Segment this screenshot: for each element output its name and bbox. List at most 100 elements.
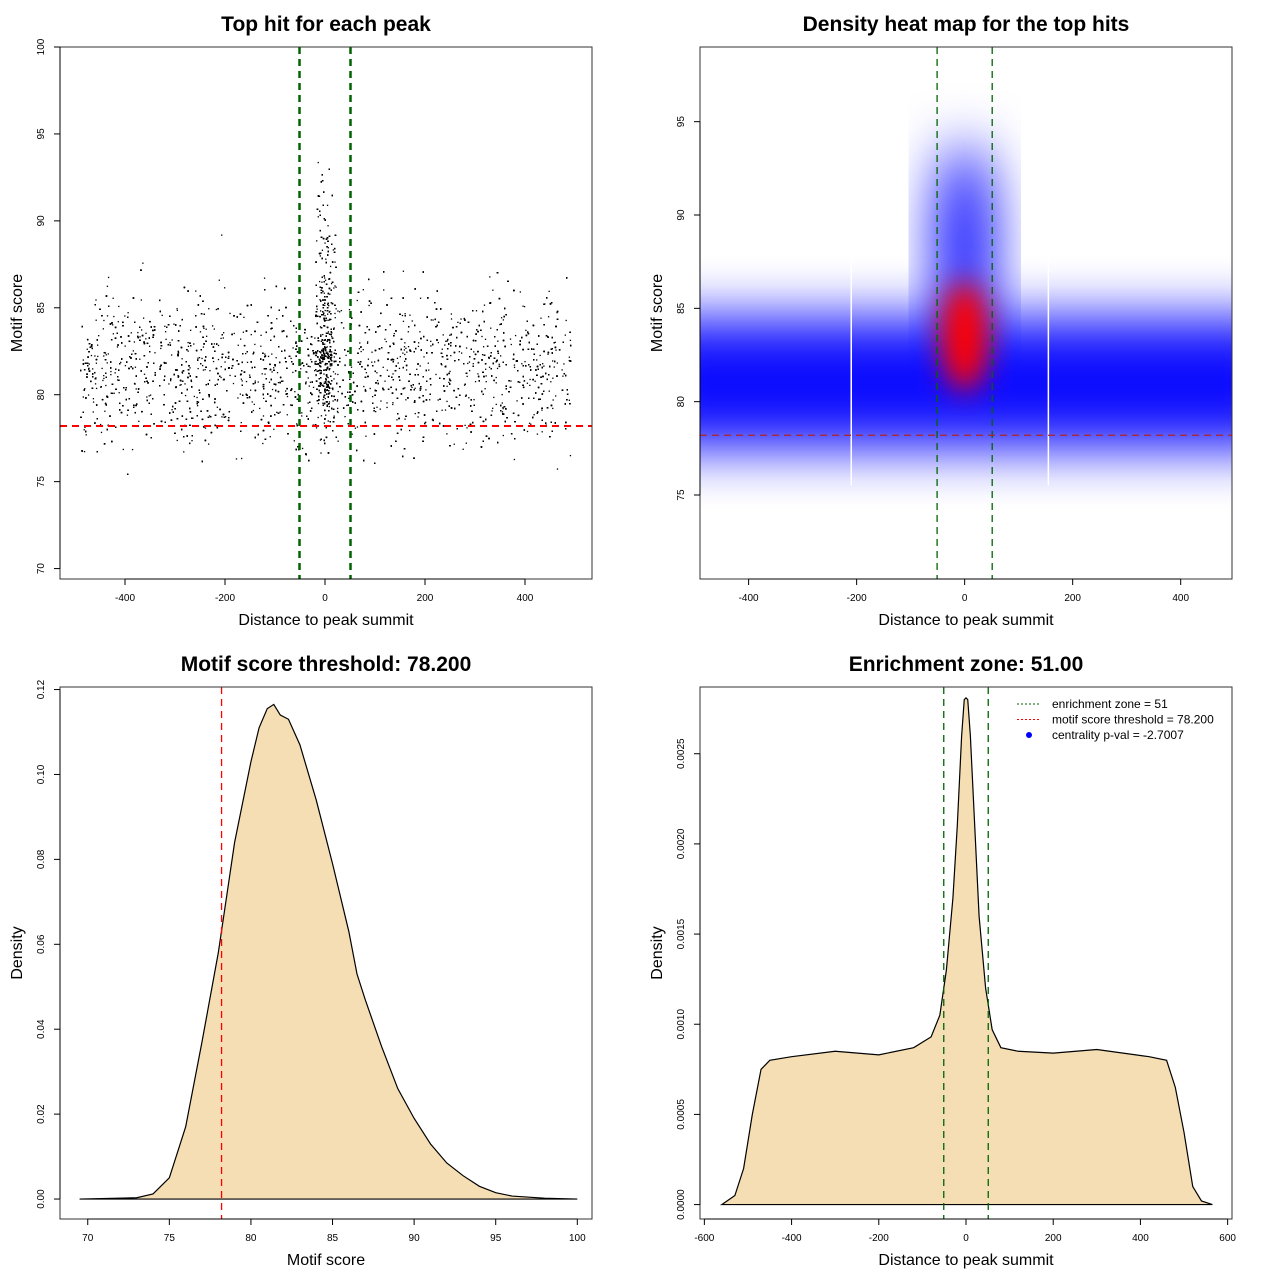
scatter-point bbox=[404, 418, 406, 420]
scatter-point bbox=[430, 319, 432, 321]
scatter-point bbox=[323, 354, 326, 356]
scatter-point bbox=[468, 361, 471, 363]
scatter-point bbox=[318, 280, 321, 283]
scatter-point bbox=[246, 361, 249, 364]
scatter-point bbox=[173, 323, 175, 325]
scatter-point bbox=[488, 366, 491, 368]
scatter-point bbox=[326, 376, 328, 378]
scatter-point bbox=[501, 393, 503, 396]
scatter-point bbox=[323, 292, 325, 294]
scatter-point bbox=[502, 434, 504, 437]
scatter-point bbox=[327, 247, 329, 249]
scatter-point bbox=[177, 376, 179, 378]
scatter-point bbox=[446, 400, 448, 403]
scatter-point bbox=[408, 429, 411, 432]
scatter-point bbox=[495, 403, 497, 406]
scatter-point bbox=[327, 225, 329, 227]
scatter-point bbox=[317, 416, 319, 419]
scatter-point bbox=[301, 447, 304, 450]
scatter-point bbox=[562, 375, 564, 377]
scatter-point bbox=[282, 380, 284, 382]
scatter-point bbox=[405, 399, 407, 401]
scatter-point bbox=[556, 311, 558, 314]
scatter-point bbox=[375, 411, 377, 413]
scatter-point bbox=[133, 341, 136, 343]
scatter-point bbox=[264, 353, 266, 355]
scatter-point bbox=[411, 320, 413, 322]
scatter-point bbox=[110, 373, 112, 376]
scatter-point bbox=[552, 399, 554, 401]
scatter-point bbox=[376, 379, 379, 382]
scatter-point bbox=[245, 380, 248, 383]
scatter-point bbox=[354, 427, 357, 429]
scatter-point bbox=[358, 348, 361, 350]
scatter-point bbox=[371, 395, 374, 398]
scatter-point bbox=[90, 354, 93, 357]
scatter-point bbox=[322, 290, 324, 292]
scatter-point bbox=[350, 366, 353, 368]
scatter-point bbox=[423, 356, 425, 358]
scatter-point bbox=[547, 316, 550, 318]
scatter-point bbox=[127, 312, 129, 314]
scatter-point bbox=[82, 359, 84, 361]
scatter-point bbox=[360, 350, 362, 353]
scatter-point bbox=[324, 304, 326, 307]
scatter-point bbox=[414, 387, 416, 389]
scatter-point bbox=[101, 367, 103, 370]
scatter-point bbox=[331, 351, 333, 353]
scatter-point bbox=[541, 431, 543, 433]
scatter-point bbox=[368, 304, 370, 307]
scatter-point bbox=[424, 421, 427, 423]
scatter-point bbox=[569, 339, 572, 342]
scatter-point bbox=[544, 303, 546, 305]
chart-title: Top hit for each peak bbox=[221, 13, 431, 36]
scatter-point bbox=[213, 343, 216, 345]
scatter-point bbox=[356, 299, 358, 302]
scatter-point bbox=[323, 353, 326, 355]
scatter-point bbox=[444, 409, 447, 411]
scatter-point bbox=[336, 400, 339, 402]
scatter-point bbox=[84, 426, 86, 429]
scatter-point bbox=[465, 347, 468, 349]
scatter-point bbox=[328, 405, 331, 408]
scatter-point bbox=[334, 312, 336, 315]
scatter-point bbox=[176, 439, 178, 442]
scatter-point bbox=[325, 389, 328, 392]
scatter-point bbox=[326, 367, 328, 369]
scatter-point bbox=[139, 358, 141, 360]
scatter-point bbox=[483, 304, 486, 306]
scatter-point bbox=[510, 380, 512, 382]
scatter-point bbox=[164, 325, 166, 327]
scatter-point bbox=[124, 315, 126, 317]
scatter-point bbox=[271, 388, 274, 391]
scatter-point bbox=[319, 439, 322, 441]
scatter-point bbox=[106, 315, 109, 317]
scatter-point bbox=[308, 385, 310, 387]
scatter-point bbox=[561, 369, 563, 371]
scatter-point bbox=[313, 369, 316, 372]
scatter-point bbox=[264, 373, 266, 375]
scatter-point bbox=[326, 313, 329, 315]
scatter-point bbox=[526, 430, 529, 433]
scatter-point bbox=[402, 320, 405, 323]
scatter-point bbox=[267, 355, 270, 358]
scatter-point bbox=[190, 380, 193, 383]
scatter-point bbox=[528, 422, 531, 424]
scatter-point bbox=[446, 385, 448, 387]
scatter-point bbox=[502, 319, 505, 321]
scatter-point bbox=[86, 348, 88, 350]
scatter-point bbox=[411, 386, 413, 389]
scatter-point bbox=[334, 285, 336, 287]
scatter-point bbox=[319, 326, 322, 328]
scatter-point bbox=[196, 396, 198, 399]
scatter-point bbox=[495, 382, 497, 384]
scatter-point bbox=[481, 353, 484, 356]
scatter-point bbox=[427, 362, 429, 364]
scatter-point bbox=[314, 361, 316, 363]
scatter-point bbox=[237, 344, 239, 346]
scatter-point bbox=[279, 411, 281, 413]
scatter-point bbox=[253, 403, 255, 406]
scatter-point bbox=[323, 369, 325, 371]
scatter-point bbox=[516, 400, 518, 402]
scatter-point bbox=[499, 323, 501, 326]
